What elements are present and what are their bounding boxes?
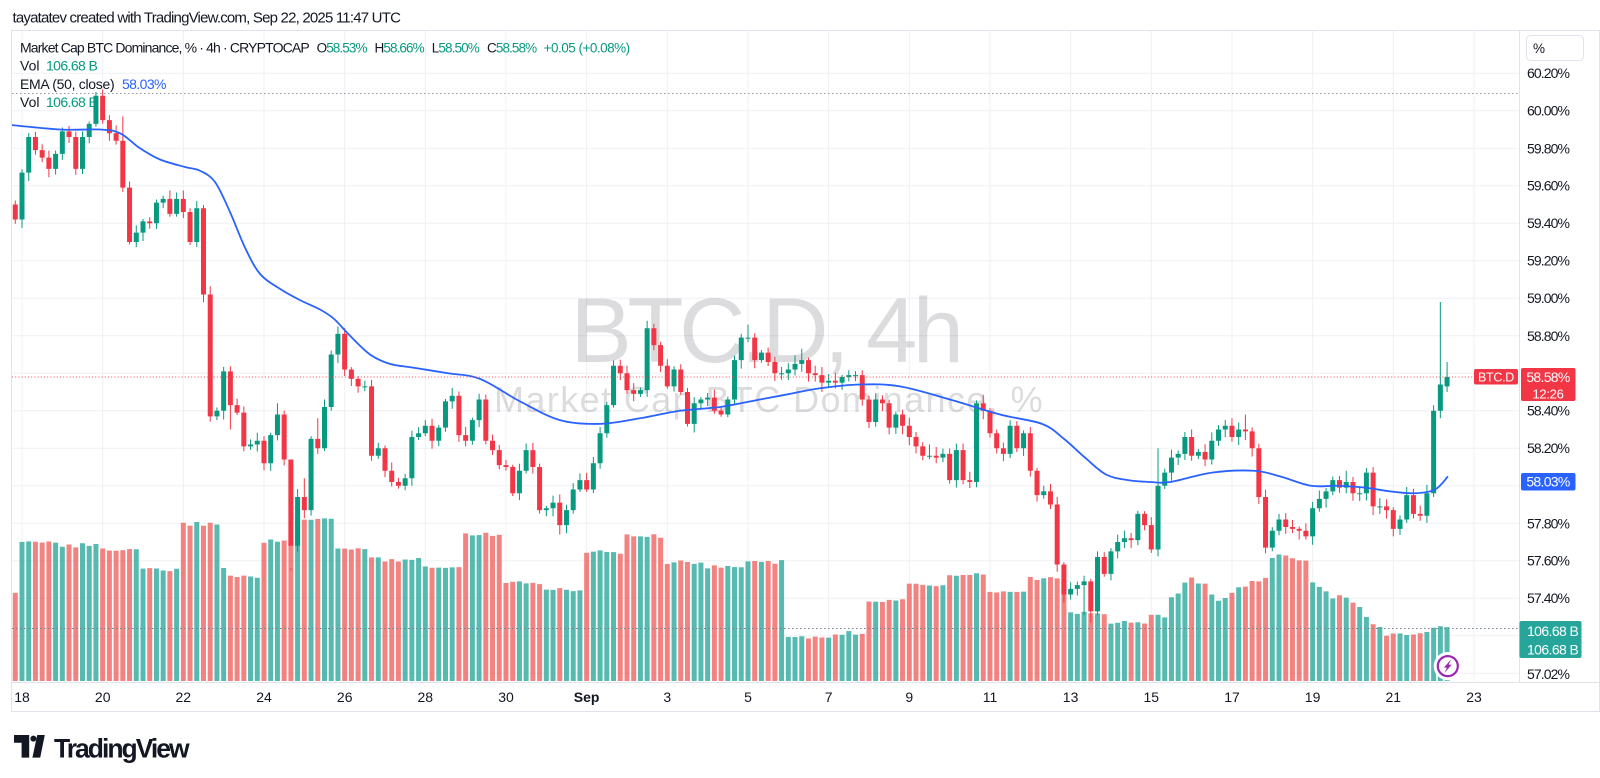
svg-text:57.60%: 57.60% [1527,553,1570,569]
svg-text:58.58%: 58.58% [1526,369,1570,385]
svg-text:22: 22 [176,689,192,705]
svg-text:H58.66%: H58.66% [375,41,425,56]
svg-text:7: 7 [825,689,833,705]
svg-text:Market Cap BTC Dominance, % ·: Market Cap BTC Dominance, % · 4h · CRYPT… [20,40,309,56]
svg-text:59.80%: 59.80% [1527,140,1570,156]
svg-text:Market Cap BTC Dominance, %: Market Cap BTC Dominance, % [494,379,1044,420]
svg-text:BTC.D: BTC.D [1478,371,1514,385]
svg-text:59.40%: 59.40% [1527,215,1570,231]
svg-text:18: 18 [14,689,30,705]
svg-text:15: 15 [1144,689,1160,705]
svg-text:57.02%: 57.02% [1527,666,1570,682]
svg-text:17: 17 [1224,689,1240,705]
svg-text:Vol: Vol [20,94,39,110]
svg-text:L58.50%: L58.50% [432,41,480,56]
svg-text:58.20%: 58.20% [1527,440,1570,456]
svg-text:TradingView: TradingView [54,734,190,764]
svg-text:12:26: 12:26 [1532,387,1563,402]
svg-text:23: 23 [1466,689,1482,705]
svg-text:58.80%: 58.80% [1527,328,1570,344]
svg-text:60.20%: 60.20% [1527,65,1570,81]
svg-text:BTC.D, 4h: BTC.D, 4h [571,280,960,382]
svg-text:57.80%: 57.80% [1527,515,1570,531]
svg-text:58.03%: 58.03% [1526,474,1570,490]
svg-text:106.68 B: 106.68 B [46,58,98,74]
svg-text:5: 5 [744,689,752,705]
svg-text:58.03%: 58.03% [122,76,166,92]
svg-text:EMA (50, close): EMA (50, close) [20,76,114,92]
svg-text:O58.53%: O58.53% [317,41,368,56]
svg-text:28: 28 [418,689,434,705]
svg-text:9: 9 [905,689,913,705]
svg-text:106.68 B: 106.68 B [46,94,98,110]
svg-text:+0.05 (+0.08%): +0.05 (+0.08%) [544,41,630,56]
svg-text:19: 19 [1305,689,1321,705]
svg-text:24: 24 [256,689,272,705]
svg-text:106.68 B: 106.68 B [1527,642,1579,658]
svg-text:26: 26 [337,689,353,705]
svg-text:59.00%: 59.00% [1527,290,1570,306]
svg-text:30: 30 [498,689,514,705]
svg-text:106.68 B: 106.68 B [1527,623,1579,639]
svg-text:3: 3 [663,689,671,705]
svg-text:59.20%: 59.20% [1527,253,1570,269]
svg-text:%: % [1533,41,1545,56]
svg-text:60.00%: 60.00% [1527,103,1570,119]
svg-text:57.40%: 57.40% [1527,590,1570,606]
svg-text:Sep: Sep [574,689,600,705]
svg-text:C58.58%: C58.58% [487,41,537,56]
svg-text:20: 20 [95,689,111,705]
svg-text:11: 11 [983,689,998,705]
svg-text:Vol: Vol [20,58,39,74]
svg-text:59.60%: 59.60% [1527,178,1570,194]
svg-text:13: 13 [1063,689,1079,705]
svg-text:tayatatev created with Trading: tayatatev created with TradingView.com, … [13,10,402,27]
svg-text:58.40%: 58.40% [1527,403,1570,419]
svg-text:21: 21 [1386,689,1402,705]
